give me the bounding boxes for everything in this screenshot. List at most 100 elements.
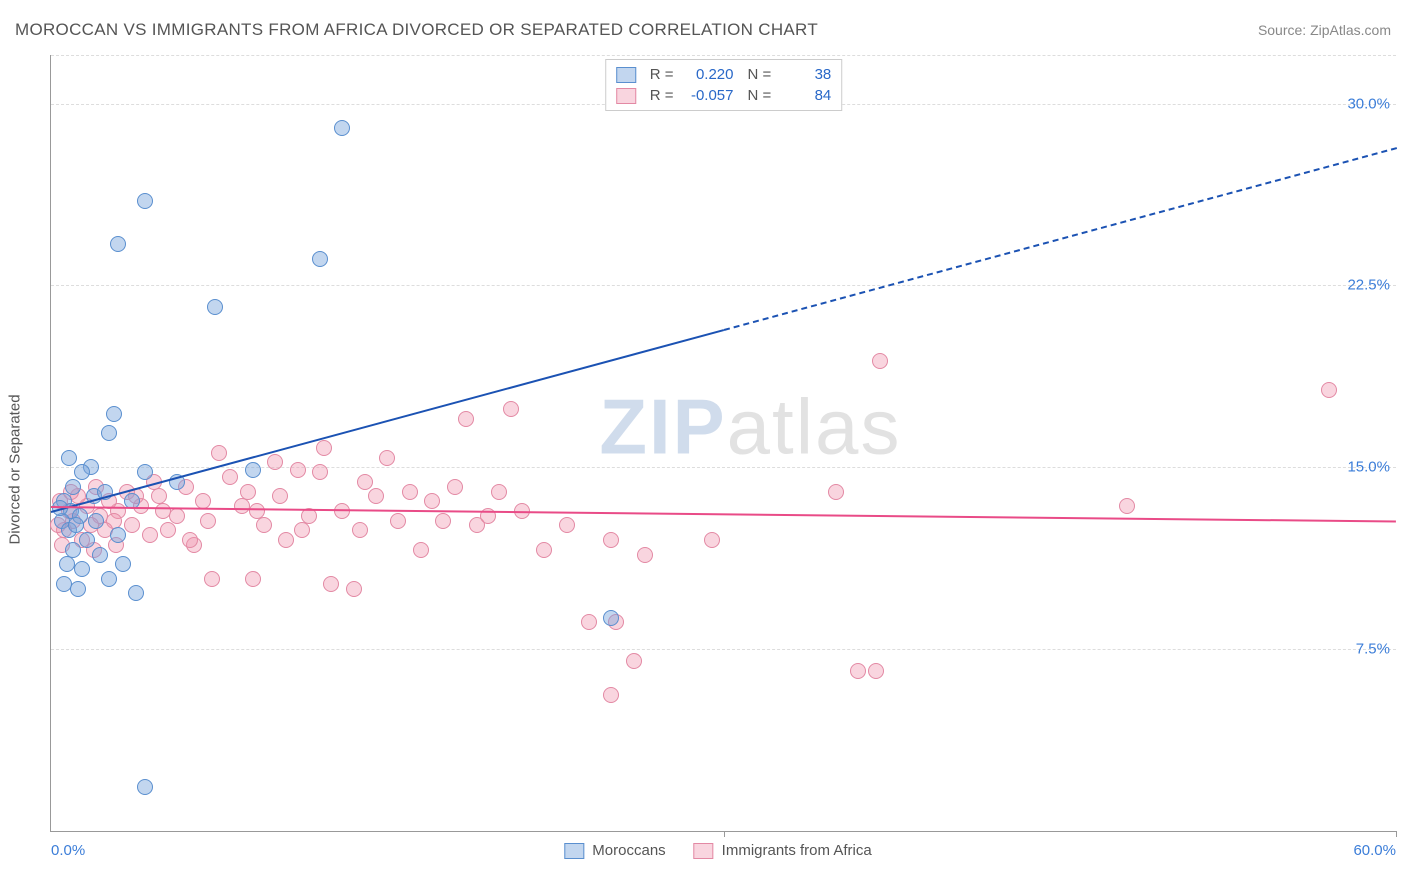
- data-point-africa: [850, 663, 866, 679]
- r-label: R =: [650, 87, 674, 104]
- trendline-moroccans-extrapolated: [723, 147, 1396, 331]
- plot-area: ZIPatlas R = 0.220 N = 38 R =-0.057N =84 7.5…: [50, 55, 1396, 832]
- chart-header: MOROCCAN VS IMMIGRANTS FROM AFRICA DIVOR…: [15, 20, 1391, 40]
- data-point-africa: [234, 498, 250, 514]
- source-attribution: Source: ZipAtlas.com: [1258, 22, 1391, 38]
- data-point-africa: [312, 464, 328, 480]
- data-point-africa: [413, 542, 429, 558]
- data-point-africa: [200, 513, 216, 529]
- y-tick-label: 7.5%: [1356, 641, 1390, 658]
- data-point-africa: [222, 469, 238, 485]
- data-point-moroccans: [110, 236, 126, 252]
- data-point-africa: [581, 614, 597, 630]
- source-name: ZipAtlas.com: [1310, 22, 1391, 38]
- x-tick-label: 0.0%: [51, 842, 85, 859]
- chart-container: Divorced or Separated ZIPatlas R =0.220N…: [40, 55, 1396, 867]
- data-point-africa: [245, 571, 261, 587]
- data-point-africa: [316, 440, 332, 456]
- data-point-moroccans: [207, 299, 223, 315]
- data-point-moroccans: [603, 610, 619, 626]
- data-point-moroccans: [110, 527, 126, 543]
- data-point-moroccans: [65, 542, 81, 558]
- data-point-africa: [256, 517, 272, 533]
- data-point-moroccans: [106, 406, 122, 422]
- data-point-africa: [211, 445, 227, 461]
- data-point-africa: [536, 542, 552, 558]
- legend-label-africa: Immigrants from Africa: [722, 842, 872, 859]
- y-axis-label: Divorced or Separated: [7, 394, 24, 544]
- data-point-africa: [368, 488, 384, 504]
- x-tick-mark: [724, 831, 725, 837]
- data-point-moroccans: [137, 193, 153, 209]
- data-point-africa: [868, 663, 884, 679]
- data-point-moroccans: [312, 251, 328, 267]
- n-label: N =: [748, 66, 772, 83]
- data-point-moroccans: [88, 513, 104, 529]
- legend-item-africa: Immigrants from Africa: [694, 842, 872, 859]
- data-point-africa: [357, 474, 373, 490]
- legend-swatch-moroccans: [616, 67, 636, 83]
- data-point-africa: [272, 488, 288, 504]
- watermark-atlas: atlas: [727, 383, 902, 471]
- gridline-horizontal: [51, 649, 1396, 650]
- data-point-africa: [402, 484, 418, 500]
- legend-stats-row-moroccans: R =0.220N =38: [616, 64, 832, 85]
- x-tick-label: 60.0%: [1353, 842, 1396, 859]
- data-point-africa: [160, 522, 176, 538]
- legend-item-moroccans: Moroccans: [564, 842, 665, 859]
- y-tick-label: 30.0%: [1347, 95, 1390, 112]
- data-point-africa: [447, 479, 463, 495]
- data-point-moroccans: [101, 571, 117, 587]
- data-point-africa: [249, 503, 265, 519]
- data-point-moroccans: [70, 581, 86, 597]
- legend-stats-row-africa: R =-0.057N =84: [616, 85, 832, 106]
- n-value-moroccans: 38: [779, 66, 831, 83]
- data-point-africa: [390, 513, 406, 529]
- data-point-africa: [142, 527, 158, 543]
- data-point-africa: [379, 450, 395, 466]
- data-point-moroccans: [92, 547, 108, 563]
- data-point-moroccans: [68, 517, 84, 533]
- data-point-africa: [124, 517, 140, 533]
- data-point-africa: [352, 522, 368, 538]
- data-point-moroccans: [245, 462, 261, 478]
- legend-label-moroccans: Moroccans: [592, 842, 665, 859]
- data-point-moroccans: [128, 585, 144, 601]
- data-point-africa: [151, 488, 167, 504]
- data-point-africa: [559, 517, 575, 533]
- data-point-moroccans: [137, 779, 153, 795]
- y-tick-label: 22.5%: [1347, 277, 1390, 294]
- data-point-moroccans: [334, 120, 350, 136]
- data-point-africa: [1119, 498, 1135, 514]
- data-point-africa: [458, 411, 474, 427]
- data-point-africa: [828, 484, 844, 500]
- data-point-africa: [637, 547, 653, 563]
- data-point-africa: [503, 401, 519, 417]
- data-point-africa: [240, 484, 256, 500]
- data-point-africa: [491, 484, 507, 500]
- watermark-zip: ZIP: [599, 383, 726, 471]
- data-point-africa: [1321, 382, 1337, 398]
- x-tick-mark: [1396, 831, 1397, 837]
- data-point-africa: [204, 571, 220, 587]
- data-point-moroccans: [61, 450, 77, 466]
- data-point-africa: [294, 522, 310, 538]
- data-point-africa: [626, 653, 642, 669]
- gridline-horizontal: [51, 55, 1396, 56]
- data-point-africa: [346, 581, 362, 597]
- data-point-africa: [290, 462, 306, 478]
- data-point-africa: [182, 532, 198, 548]
- trendline-moroccans: [51, 329, 724, 513]
- n-value-africa: 84: [779, 87, 831, 104]
- data-point-moroccans: [101, 425, 117, 441]
- r-value-moroccans: 0.220: [682, 66, 734, 83]
- data-point-moroccans: [115, 556, 131, 572]
- data-point-moroccans: [74, 561, 90, 577]
- data-point-africa: [704, 532, 720, 548]
- legend-series: Moroccans Immigrants from Africa: [564, 842, 871, 859]
- data-point-africa: [435, 513, 451, 529]
- data-point-africa: [323, 576, 339, 592]
- legend-swatch-africa: [616, 88, 636, 104]
- legend-swatch-africa: [694, 843, 714, 859]
- data-point-africa: [267, 454, 283, 470]
